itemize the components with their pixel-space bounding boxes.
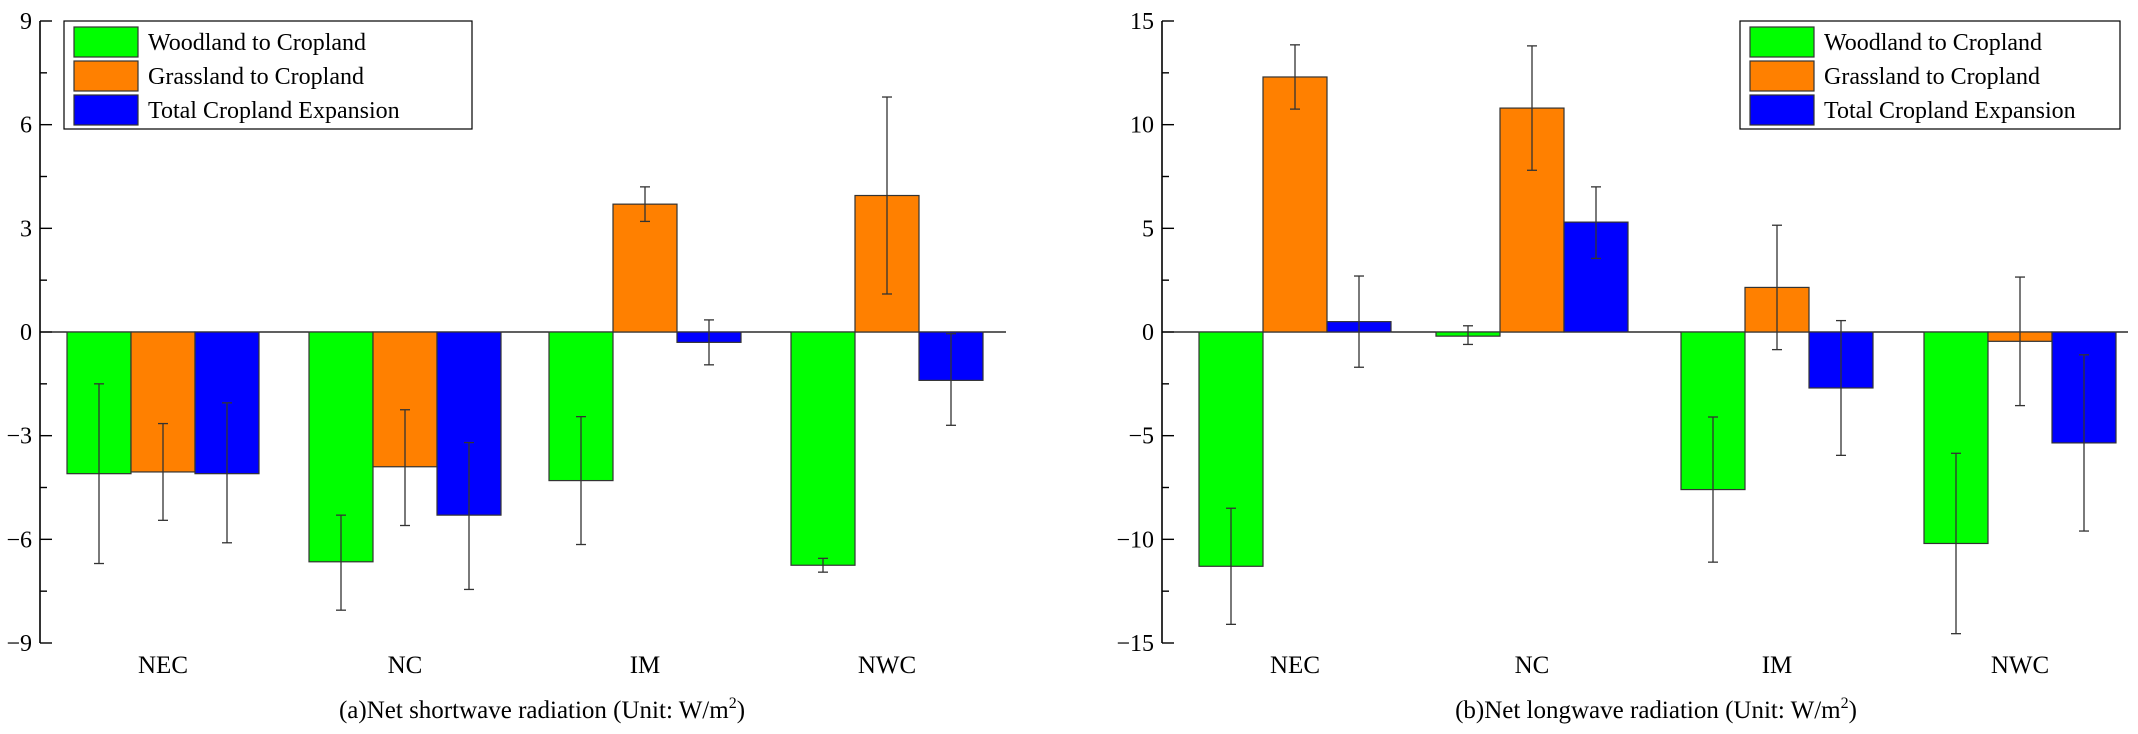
x-axis-caption: (a)Net shortwave radiation (Unit: W/m2) [339,695,745,724]
y-tick-label: −10 [1116,527,1154,553]
category-label: IM [1762,652,1793,679]
legend-label: Grassland to Cropland [148,64,364,90]
y-tick-label: 0 [20,320,32,346]
y-tick-label: 0 [1142,320,1154,346]
legend-swatch [73,26,139,58]
y-tick-label: −6 [6,527,32,553]
legend-swatch [73,60,139,92]
legend-swatch [73,94,139,126]
legend-label: Total Cropland Expansion [148,98,400,124]
category-label: NEC [138,652,188,679]
legend: Woodland to Cropland Grassland to Croplan… [1739,20,2121,130]
y-tick-label: 5 [1142,216,1154,242]
y-tick-label: 10 [1130,113,1154,139]
y-tick-label: −5 [1128,424,1154,450]
y-tick-label: −15 [1116,631,1154,657]
category-label: NC [1515,652,1550,679]
legend: Woodland to Cropland Grassland to Croplan… [63,20,473,130]
y-tick-label: 9 [20,9,32,35]
category-label: NEC [1270,652,1320,679]
y-tick-label: 6 [20,113,32,139]
bar-im-series-2 [612,203,678,333]
bar-nwc-series-1 [790,331,856,566]
legend-label: Woodland to Cropland [148,30,366,56]
legend-label: Total Cropland Expansion [1824,98,2076,124]
chart-panel-a: −9 −6 −3 0 3 6 9 NEC NC IM NWC (a)Net shortwave rad… [6,9,1006,724]
chart-panel-b: −15 −10 −5 0 5 10 15 NEC NC IM NWC (b)Net longwave … [1116,9,2128,724]
bar-nec-series-2 [1262,76,1328,333]
legend-swatch [1749,94,1815,126]
category-label: NWC [858,652,916,679]
legend-label: Woodland to Cropland [1824,30,2042,56]
category-label: NC [388,652,423,679]
category-label: IM [630,652,661,679]
legend-swatch [1749,60,1815,92]
y-tick-label: 3 [20,216,32,242]
category-label: NWC [1991,652,2049,679]
y-tick-label: 15 [1130,9,1154,35]
y-tick-label: −3 [6,424,32,450]
x-axis-caption: (b)Net longwave radiation (Unit: W/m2) [1455,695,1857,724]
legend-label: Grassland to Cropland [1824,64,2040,90]
legend-swatch [1749,26,1815,58]
y-tick-label: −9 [6,631,32,657]
